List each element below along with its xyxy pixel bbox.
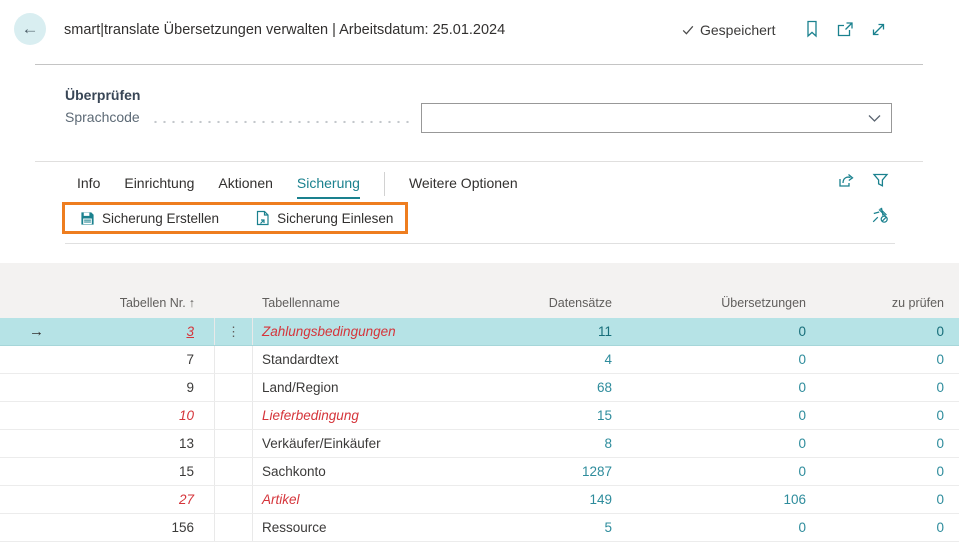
menu-tab-strip: Info Einrichtung Aktionen Sicherung Weit… (77, 172, 518, 199)
cell-to-check[interactable]: 0 (936, 464, 944, 479)
import-icon (255, 210, 270, 226)
cell-name[interactable]: Standardtext (262, 352, 339, 367)
sprachcode-input[interactable] (422, 104, 868, 132)
cell-translations[interactable]: 0 (798, 408, 806, 423)
sprachcode-label: Sprachcode (65, 109, 140, 125)
cell-records[interactable]: 11 (597, 324, 612, 339)
table-row[interactable]: 13 Verkäufer/Einkäufer 8 0 0 (0, 430, 959, 458)
cell-name[interactable]: Sachkonto (262, 464, 326, 479)
column-header-tabellen-nr[interactable]: Tabellen Nr. ↑ (119, 296, 195, 310)
cell-to-check[interactable]: 0 (936, 436, 944, 451)
sicherung-erstellen-label: Sicherung Erstellen (102, 210, 220, 226)
cell-translations[interactable]: 0 (798, 324, 806, 339)
cell-translations[interactable]: 0 (798, 380, 806, 395)
section-divider (35, 161, 923, 162)
back-arrow-icon: ← (21, 19, 39, 38)
table-row[interactable]: 10 Lieferbedingung 15 0 0 (0, 402, 959, 430)
page-title: smart|translate Übersetzungen verwalten … (64, 22, 506, 38)
sicherung-einlesen-label: Sicherung Einlesen (277, 210, 394, 226)
cell-records[interactable]: 8 (604, 436, 612, 451)
cell-name[interactable]: Zahlungsbedingungen (262, 324, 396, 339)
table-row[interactable]: → 3 ⋮ Zahlungsbedingungen 11 0 0 (0, 318, 959, 346)
cell-nr[interactable]: 27 (178, 492, 194, 507)
cell-to-check[interactable]: 0 (936, 408, 944, 423)
sort-ascending-icon: ↑ (188, 296, 195, 310)
row-options-icon[interactable]: ⋮ (227, 323, 240, 339)
check-icon (681, 23, 695, 37)
cell-translations[interactable]: 0 (798, 352, 806, 367)
cell-nr[interactable]: 10 (178, 408, 194, 423)
cell-translations[interactable]: 0 (798, 464, 806, 479)
tab-info[interactable]: Info (77, 175, 101, 191)
expand-icon[interactable] (870, 21, 887, 38)
cell-nr[interactable]: 156 (171, 520, 194, 535)
header-divider (35, 64, 923, 65)
cell-records[interactable]: 68 (596, 380, 612, 395)
cell-translations[interactable]: 0 (798, 436, 806, 451)
sicherung-einlesen-button[interactable]: Sicherung Einlesen (255, 210, 393, 226)
cell-to-check[interactable]: 0 (936, 520, 944, 535)
cell-records[interactable]: 149 (589, 492, 612, 507)
unpin-icon[interactable] (871, 206, 889, 224)
cell-translations[interactable]: 0 (798, 520, 806, 535)
column-header-uebersetzungen[interactable]: Übersetzungen (721, 296, 806, 310)
cell-nr[interactable]: 7 (186, 352, 194, 367)
bookmark-icon[interactable] (804, 20, 820, 38)
table-row[interactable]: 156 Ressource 5 0 0 (0, 514, 959, 542)
actionbar-divider (65, 243, 895, 244)
cell-name[interactable]: Lieferbedingung (262, 408, 359, 423)
tab-aktionen[interactable]: Aktionen (218, 175, 273, 191)
cell-to-check[interactable]: 0 (936, 492, 944, 507)
back-button[interactable]: ← (14, 13, 46, 45)
table-row[interactable]: 9 Land/Region 68 0 0 (0, 374, 959, 402)
cell-name[interactable]: Land/Region (262, 380, 339, 395)
cell-name[interactable]: Verkäufer/Einkäufer (262, 436, 381, 451)
cell-translations[interactable]: 106 (783, 492, 806, 507)
cell-records[interactable]: 5 (604, 520, 612, 535)
cell-records[interactable]: 15 (596, 408, 612, 423)
chevron-down-icon[interactable] (868, 114, 891, 123)
cell-to-check[interactable]: 0 (936, 324, 944, 339)
current-row-marker-icon: → (29, 323, 44, 340)
tab-divider (383, 172, 385, 196)
group-title: Überprüfen (65, 87, 141, 103)
cell-name[interactable]: Ressource (262, 520, 327, 535)
sicherung-erstellen-button[interactable]: Sicherung Erstellen (80, 211, 219, 226)
translations-table: Tabellen Nr. ↑ Tabellenname Datensätze Üb… (0, 263, 959, 542)
cell-nr[interactable]: 3 (186, 324, 194, 339)
cell-to-check[interactable]: 0 (936, 352, 944, 367)
table-row[interactable]: 15 Sachkonto 1287 0 0 (0, 458, 959, 486)
cell-name[interactable]: Artikel (262, 492, 300, 507)
tab-weitere-optionen[interactable]: Weitere Optionen (408, 175, 518, 191)
cell-nr[interactable]: 13 (178, 436, 194, 451)
column-header-tabellenname[interactable]: Tabellenname (262, 296, 340, 310)
cell-to-check[interactable]: 0 (936, 380, 944, 395)
cell-records[interactable]: 4 (604, 352, 612, 367)
field-dotted-leader (151, 119, 409, 123)
cell-nr[interactable]: 15 (178, 464, 194, 479)
table-row[interactable]: 7 Standardtext 4 0 0 (0, 346, 959, 374)
backup-action-group-highlight: Sicherung Erstellen Sicherung Einlesen (62, 202, 408, 234)
tab-einrichtung[interactable]: Einrichtung (124, 175, 195, 191)
save-icon (80, 211, 95, 226)
filter-icon[interactable] (872, 172, 889, 189)
cell-records[interactable]: 1287 (581, 464, 612, 479)
column-header-zu-pruefen[interactable]: zu prüfen (891, 296, 944, 310)
sprachcode-combobox[interactable] (421, 103, 892, 133)
table-row[interactable]: 27 Artikel 149 106 0 (0, 486, 959, 514)
share-icon[interactable] (837, 171, 857, 189)
column-header-datensaetze[interactable]: Datensätze (548, 296, 612, 310)
cell-nr[interactable]: 9 (186, 380, 194, 395)
tab-sicherung[interactable]: Sicherung (296, 175, 360, 199)
save-status-label: Gespeichert (700, 22, 776, 38)
table-header-row: Tabellen Nr. ↑ Tabellenname Datensätze Üb… (0, 263, 959, 318)
open-in-new-window-icon[interactable] (836, 21, 854, 38)
save-status: Gespeichert (681, 22, 775, 38)
